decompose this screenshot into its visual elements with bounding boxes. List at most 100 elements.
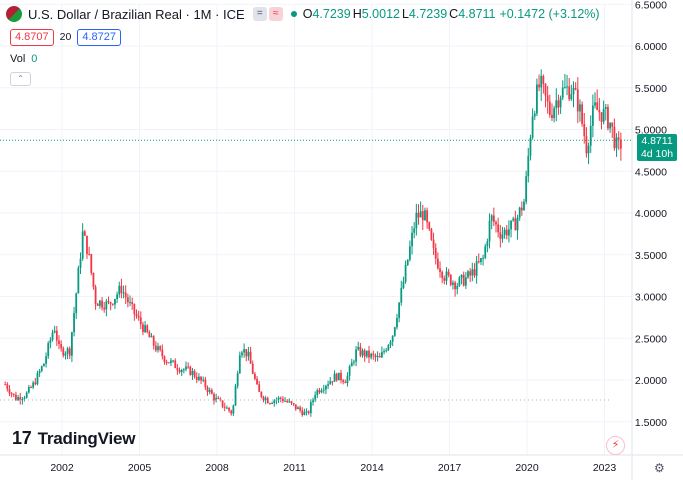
candle-body (40, 366, 43, 372)
equals-icon[interactable]: = (252, 7, 267, 21)
candle-body (439, 268, 441, 273)
candle-body (430, 229, 433, 240)
candle-body (150, 336, 153, 338)
candle-body (579, 104, 581, 112)
candle-body (396, 317, 398, 328)
candle-body (83, 231, 86, 236)
candle-body (419, 211, 422, 218)
candle-body (335, 373, 338, 381)
candle-body (350, 362, 353, 367)
candle-body (344, 381, 347, 384)
symbol-title[interactable]: U.S. Dollar / Brazilian Real · 1M · ICE (28, 6, 245, 22)
candle-body (385, 350, 388, 352)
candle-body (217, 397, 220, 399)
collapse-legend-button[interactable]: ⌃ (10, 72, 31, 86)
candle-body (77, 267, 80, 294)
candle-body (204, 379, 207, 388)
candle-body (86, 235, 88, 255)
candle-body (353, 361, 355, 363)
candle-body (325, 385, 327, 390)
candle-body (387, 345, 390, 351)
candle-body (533, 113, 536, 117)
buy-button[interactable]: 4.8727 (77, 28, 121, 46)
candle-body (346, 375, 349, 384)
close-label: C (449, 7, 459, 21)
candle-body (230, 410, 233, 414)
gear-icon[interactable]: ⚙ (654, 461, 665, 475)
lightning-icon[interactable]: ⚡ (606, 436, 625, 455)
candle-body (456, 285, 459, 290)
candle-body (432, 239, 435, 248)
candle-body (417, 212, 420, 218)
candle-body (71, 332, 73, 356)
candle-body (32, 382, 35, 388)
us-brazil-flag-icon (6, 6, 22, 22)
volume-legend[interactable]: Vol 0 (10, 53, 37, 65)
candle-body (480, 258, 482, 262)
candle-body (19, 397, 22, 401)
candle-body (462, 274, 465, 286)
candle-body (314, 395, 317, 400)
candle-body (292, 403, 295, 405)
candle-body (154, 345, 157, 351)
x-tick-label: 2023 (593, 462, 617, 474)
candle-body (281, 398, 284, 402)
candle-body (25, 392, 28, 398)
candle-body (60, 344, 63, 349)
candle-body (243, 349, 246, 353)
candle-body (92, 272, 95, 287)
candle-body (12, 393, 15, 395)
candle-body (299, 407, 301, 411)
candle-body (531, 116, 534, 138)
candle-body (49, 339, 52, 344)
candle-body (88, 254, 91, 256)
candle-body (424, 210, 426, 221)
candle-body (333, 373, 336, 382)
candle-body (271, 403, 274, 405)
sell-button[interactable]: 4.8707 (10, 28, 54, 46)
candle-body (30, 387, 32, 389)
candle-body (208, 389, 211, 392)
candle-body (318, 390, 321, 393)
candle-body (68, 348, 71, 356)
candle-body (66, 348, 69, 354)
candle-body (548, 101, 551, 115)
candle-body (290, 401, 293, 404)
candle-body (523, 201, 525, 211)
candle-body (546, 95, 549, 102)
x-tick-label: 2020 (515, 462, 539, 474)
compare-pill[interactable]: = ≈ (252, 7, 283, 21)
candle-body (198, 376, 200, 380)
bars-icon[interactable]: ≈ (268, 7, 283, 21)
candle-body (23, 397, 26, 400)
candle-body (525, 176, 528, 202)
candle-body (111, 303, 114, 305)
candle-body (540, 75, 543, 88)
y-tick-label: 3.5000 (635, 250, 667, 262)
candle-body (17, 397, 19, 401)
candle-body (79, 258, 82, 268)
candle-body (572, 87, 575, 95)
candle-body (58, 340, 60, 345)
candle-body (460, 274, 463, 278)
candle-body (357, 346, 360, 350)
candle-body (486, 241, 489, 247)
candle-body (64, 353, 67, 356)
candle-body (193, 370, 196, 377)
candle-body (206, 387, 209, 392)
candle-body (27, 387, 30, 393)
candle-body (368, 350, 370, 358)
candle-body (148, 332, 151, 338)
last-price-tag: 4.8711 4d 10h (637, 134, 677, 161)
candle-body (223, 406, 226, 408)
volume-label: Vol (10, 53, 26, 65)
candle-body (340, 372, 342, 381)
candle-body (348, 366, 351, 376)
candle-body (43, 363, 45, 367)
tradingview-logo[interactable]: 17 TradingView (12, 428, 135, 449)
candle-body (383, 351, 385, 353)
candle-body (542, 75, 545, 84)
chart-header: U.S. Dollar / Brazilian Real · 1M · ICE … (6, 4, 600, 24)
candle-body (467, 271, 469, 278)
